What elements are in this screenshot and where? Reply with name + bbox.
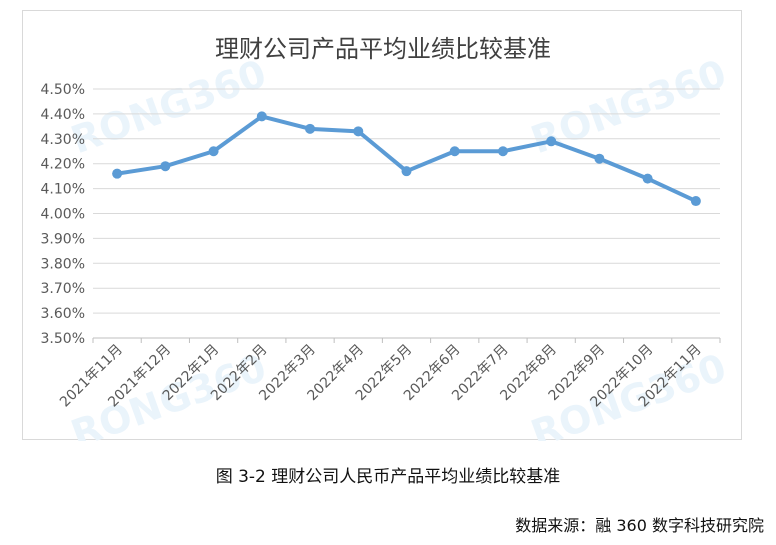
- chart-title: 理财公司产品平均业绩比较基准: [215, 35, 551, 63]
- data-point: [401, 166, 412, 177]
- data-point: [160, 161, 171, 172]
- watermark-text: RONG360: [525, 51, 732, 162]
- y-tick-label: 4.00%: [41, 207, 85, 223]
- series-line-group: [112, 111, 701, 207]
- y-tick-label: 3.80%: [41, 256, 85, 272]
- data-point: [208, 146, 219, 157]
- data-point: [449, 146, 460, 157]
- y-tick-label: 4.50%: [41, 82, 85, 98]
- y-tick-label: 3.60%: [41, 306, 85, 322]
- y-tick-label: 4.20%: [41, 157, 85, 173]
- data-point: [305, 123, 316, 134]
- y-tick-label: 4.10%: [41, 182, 85, 198]
- data-point: [642, 173, 653, 184]
- data-point: [690, 196, 701, 207]
- data-point: [594, 153, 605, 164]
- data-point: [256, 111, 267, 122]
- chart-frame: 理财公司产品平均业绩比较基准 RONG360 RONG360 RONG360 RONG…: [22, 10, 742, 441]
- data-point: [112, 168, 123, 179]
- watermark-text: RONG360: [65, 51, 272, 162]
- data-source: 数据来源：融 360 数字科技研究院: [515, 516, 764, 535]
- data-point: [546, 136, 557, 147]
- data-point: [497, 146, 508, 157]
- y-tick-label: 3.70%: [41, 281, 85, 297]
- data-point: [353, 126, 364, 137]
- figure-caption: 图 3-2 理财公司人民币产品平均业绩比较基准: [215, 467, 561, 487]
- y-tick-label: 3.90%: [41, 231, 85, 247]
- y-axis-ticks: 3.50% 3.60% 3.70% 3.80% 3.90% 4.00% 4.10% 4.20%…: [41, 82, 85, 347]
- y-tick-label: 4.30%: [41, 132, 85, 148]
- y-tick-label: 3.50%: [41, 331, 85, 347]
- y-tick-label: 4.40%: [41, 107, 85, 123]
